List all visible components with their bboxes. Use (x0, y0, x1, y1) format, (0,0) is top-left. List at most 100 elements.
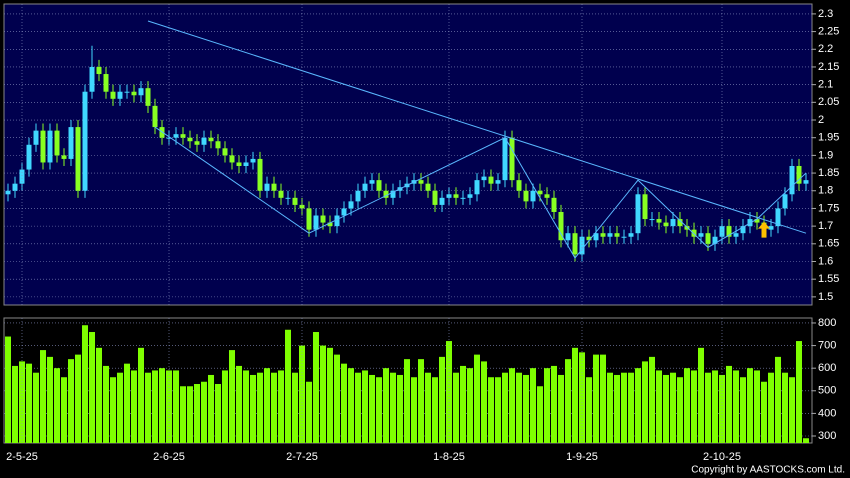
volume-bar (523, 374, 529, 443)
volume-bar (747, 368, 753, 443)
candle-body (26, 144, 32, 170)
candle-body (376, 180, 382, 191)
volume-bar (740, 377, 746, 443)
y-tick-label: 700 (818, 339, 836, 351)
volume-bar (369, 374, 375, 443)
volume-bar (75, 354, 81, 443)
candle-body (334, 215, 340, 227)
candle-body (390, 190, 396, 198)
volume-bar (642, 361, 648, 443)
candle-body (124, 91, 130, 93)
candle-body (775, 208, 781, 227)
candle-body (474, 180, 480, 195)
candle-body (54, 130, 60, 156)
candle-body (621, 236, 627, 238)
candle-body (355, 190, 361, 202)
volume-bar (5, 336, 11, 443)
volume-bar (537, 386, 543, 443)
x-tick-label: 2-5-25 (6, 451, 38, 463)
volume-bar (341, 363, 347, 443)
volume-bar (12, 365, 18, 443)
candle-body (187, 137, 193, 142)
volume-bar (775, 356, 781, 443)
candle-body (117, 91, 123, 99)
candle-body (488, 176, 494, 184)
volume-bar (320, 345, 326, 443)
candle-body (677, 219, 683, 227)
volume-bar (495, 377, 501, 443)
volume-bar (243, 370, 249, 443)
candle-body (257, 158, 263, 191)
candle-body (47, 130, 53, 163)
candle-body (481, 176, 487, 181)
y-tick-label: 2 (818, 114, 824, 126)
y-tick-label: 1.7 (818, 220, 833, 232)
volume-bar (376, 377, 382, 443)
candle-body (628, 233, 634, 237)
volume-bar (124, 363, 130, 443)
candle-body (271, 183, 277, 191)
candle-body (229, 155, 235, 163)
volume-bar (271, 372, 277, 443)
candle-body (5, 190, 11, 195)
volume-bar (390, 372, 396, 443)
y-tick-label: 2.2 (818, 43, 833, 55)
candle-body (691, 229, 697, 237)
candle-body (12, 183, 18, 191)
volume-bar (166, 370, 172, 443)
candle-body (684, 226, 690, 230)
candle-body (33, 130, 39, 145)
candle-body (796, 165, 802, 184)
volume-bar (670, 372, 676, 443)
candle-body (649, 219, 655, 221)
candle-body (40, 130, 46, 163)
candle-body (600, 233, 606, 237)
volume-bar (418, 359, 424, 443)
candle-body (264, 183, 270, 191)
candle-body (110, 91, 116, 99)
candle-body (166, 137, 172, 139)
volume-bar (754, 370, 760, 443)
candle-body (579, 236, 585, 255)
volume-bar (33, 372, 39, 443)
candle-body (103, 74, 109, 92)
volume-bar (782, 372, 788, 443)
volume-bar (474, 354, 480, 443)
volume-bar (460, 365, 466, 443)
candle-body (642, 194, 648, 220)
volume-bar (152, 370, 158, 443)
candle-body (292, 197, 298, 205)
volume-bar (789, 377, 795, 443)
price-panel (3, 3, 813, 306)
candle-body (138, 88, 144, 96)
candle-body (670, 219, 676, 227)
candle-body (278, 190, 284, 198)
candle-body (82, 91, 88, 191)
volume-bar (663, 374, 669, 443)
volume-bar (726, 365, 732, 443)
candle-body (215, 141, 221, 149)
volume-bar (40, 350, 46, 443)
volume-bar (250, 374, 256, 443)
volume-bar (565, 359, 571, 443)
candle-body (19, 169, 25, 184)
y-tick-label: 2.3 (818, 8, 833, 20)
candle-body (495, 180, 501, 184)
candle-body (768, 226, 774, 230)
volume-bar (334, 354, 340, 443)
candle-body (306, 208, 312, 230)
candle-body (551, 197, 557, 212)
arrow-marker (758, 221, 770, 238)
candle-body (320, 215, 326, 223)
volume-bar (236, 365, 242, 443)
volume-bar (327, 347, 333, 443)
candle-body (635, 194, 641, 234)
candle-body (201, 137, 207, 145)
volume-bar (439, 356, 445, 443)
y-tick-label: 1.6 (818, 255, 833, 267)
volume-bar (173, 370, 179, 443)
candle-body (439, 197, 445, 205)
volume-bar (649, 356, 655, 443)
volume-bar (677, 377, 683, 443)
